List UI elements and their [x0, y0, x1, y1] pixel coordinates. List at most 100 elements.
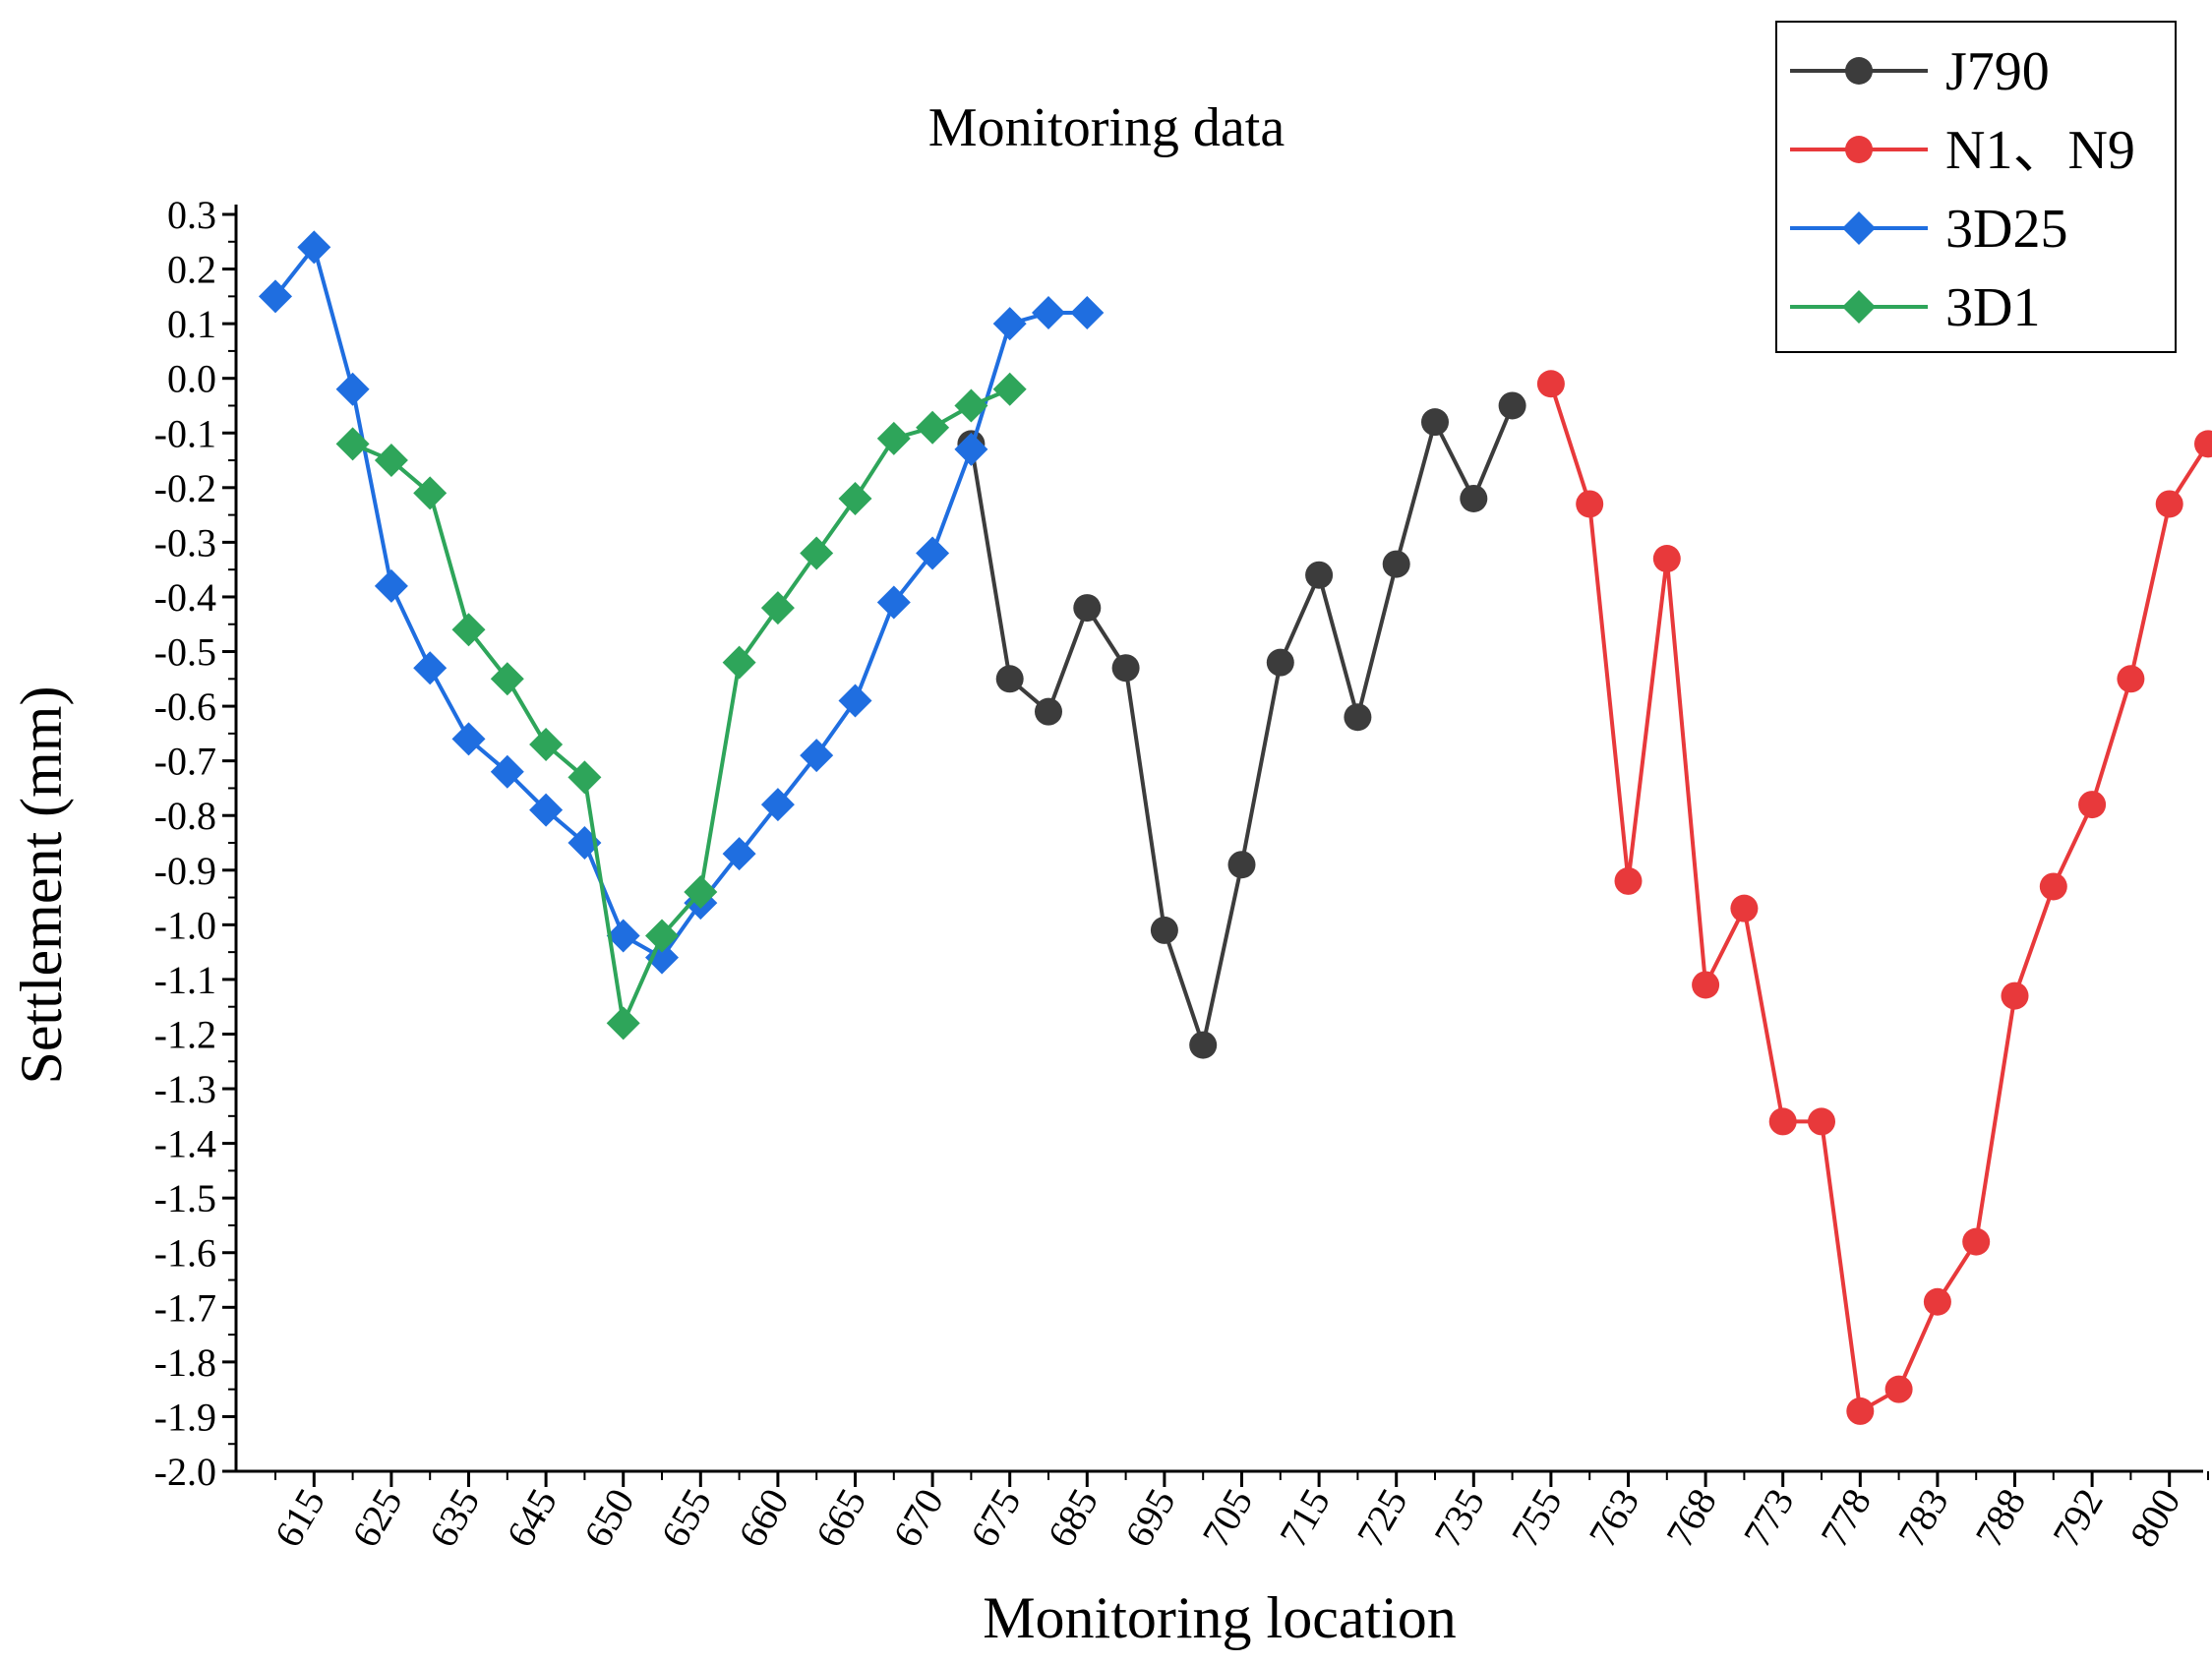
data-point [259, 279, 292, 314]
data-point [1305, 561, 1334, 589]
legend-marker [1845, 57, 1873, 85]
data-point [1035, 697, 1062, 726]
data-point [413, 651, 448, 685]
chart-title: Monitoring data [928, 97, 1285, 158]
x-tick-label: 660 [730, 1481, 798, 1554]
data-point [2194, 430, 2212, 458]
data-point [1189, 1031, 1218, 1059]
y-tick-label: -1.0 [154, 903, 216, 947]
axes: 0.3 0.2 0.1 0.0 -0.1 -0.2 -0.3 -0.4 -0.5 -0.6 -0.7… [154, 193, 2209, 1554]
data-point [645, 919, 679, 953]
y-tick-label: -1.9 [154, 1395, 216, 1439]
data-point [1460, 484, 1488, 512]
series-line [273, 245, 1088, 960]
x-axis-label: Monitoring location [983, 1585, 1457, 1650]
legend-label: 3D25 [1945, 199, 2067, 260]
data-point [529, 793, 564, 827]
series-line [969, 404, 1515, 1047]
data-point [2039, 872, 2067, 901]
y-tick-label: -0.2 [154, 466, 216, 510]
data-point [451, 722, 486, 756]
data-point [800, 739, 834, 773]
series-1 [1536, 370, 2212, 1425]
x-tick-label: 725 [1348, 1481, 1416, 1554]
data-point [490, 662, 524, 696]
legend-box [1775, 21, 2177, 353]
data-point [876, 421, 911, 455]
data-point [1070, 296, 1105, 330]
legend-entry: N1、N9 [1790, 120, 2135, 181]
data-point [297, 230, 331, 265]
data-point [722, 837, 756, 871]
x-tick-label: 715 [1271, 1481, 1339, 1554]
y-tick-label: -1.4 [154, 1122, 216, 1166]
data-point [992, 372, 1027, 406]
data-point [838, 684, 872, 718]
x-tick-label: 675 [962, 1481, 1030, 1554]
y-tick-label: 0.0 [167, 357, 216, 401]
x-tick-label: 645 [498, 1481, 566, 1554]
data-point [374, 568, 408, 603]
data-point [1266, 648, 1294, 677]
data-point [1730, 894, 1759, 922]
legend-marker [1845, 136, 1873, 163]
x-tick-label: 705 [1193, 1481, 1261, 1554]
legend-label: N1、N9 [1945, 120, 2135, 181]
data-point [1884, 1375, 1913, 1403]
data-point [954, 432, 988, 466]
y-axis-label: Settlement (mm) [9, 686, 74, 1085]
data-point [1614, 866, 1643, 895]
x-tick-label: 695 [1116, 1481, 1184, 1554]
data-point [1808, 1107, 1835, 1136]
x-tick-label: 778 [1812, 1481, 1880, 1554]
data-point [916, 410, 950, 445]
x-tick-label: 800 [2122, 1481, 2189, 1554]
data-point [1576, 490, 1604, 518]
y-tick-label: -0.4 [154, 575, 216, 620]
x-tick-label: 685 [1039, 1481, 1106, 1554]
y-tick-label: -1.6 [154, 1231, 216, 1276]
x-tick-label: 670 [884, 1481, 952, 1554]
data-point [1344, 703, 1372, 732]
data-point [451, 613, 486, 647]
data-point [568, 760, 602, 795]
data-point [722, 645, 756, 680]
data-point [606, 1006, 640, 1041]
data-point [1032, 296, 1065, 330]
x-tick-label: 665 [807, 1481, 874, 1554]
data-point [1846, 1397, 1875, 1425]
data-point [490, 754, 524, 789]
x-tick-label: 783 [1889, 1481, 1957, 1554]
legend: J790 N1、N9 3D25 3D1 [1775, 21, 2177, 353]
data-point [1498, 391, 1526, 420]
data-point [1111, 654, 1140, 683]
x-tick-label: 635 [420, 1481, 488, 1554]
series-line [1548, 383, 2210, 1413]
legend-marker [1842, 290, 1876, 324]
y-tick-label: -1.1 [154, 958, 216, 1002]
data-point [838, 481, 872, 515]
legend-marker [1842, 211, 1876, 245]
data-point [1536, 370, 1565, 398]
data-point [1962, 1227, 1991, 1256]
series-2 [259, 230, 1105, 975]
data-point [645, 940, 679, 975]
y-tick-label: -1.8 [154, 1340, 216, 1385]
x-tick-label: 735 [1425, 1481, 1493, 1554]
data-point [2001, 981, 2029, 1010]
data-point [2078, 791, 2107, 819]
data-point [1692, 971, 1720, 999]
data-point [374, 444, 408, 478]
data-point [800, 536, 834, 570]
data-point [529, 727, 564, 761]
legend-entry: J790 [1790, 41, 2050, 102]
y-tick-label: 0.3 [167, 193, 216, 237]
x-tick-label: 788 [1966, 1481, 2034, 1554]
legend-entry: 3D25 [1790, 199, 2067, 260]
y-tick-label: -1.5 [154, 1176, 216, 1220]
legend-entry: 3D1 [1790, 277, 2040, 338]
data-point [995, 665, 1024, 693]
y-tick-label: -0.1 [154, 411, 216, 455]
